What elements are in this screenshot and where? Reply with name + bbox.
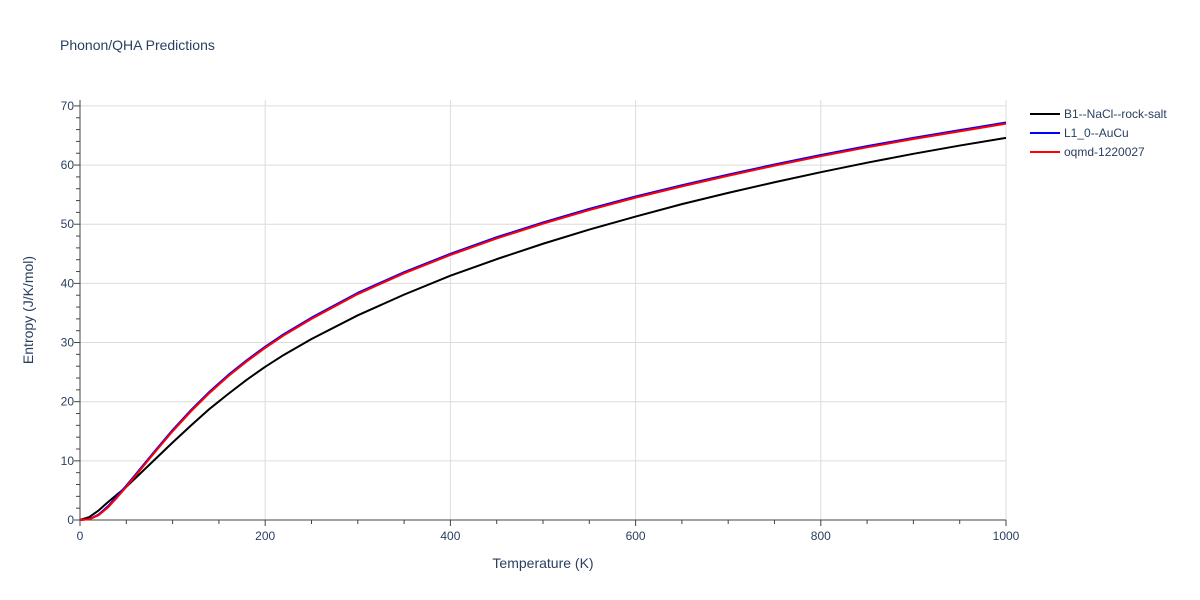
chart-title: Phonon/QHA Predictions — [60, 37, 215, 53]
y-tick-label: 60 — [61, 158, 75, 172]
legend-item[interactable]: oqmd-1220027 — [1030, 145, 1145, 159]
x-tick-label: 0 — [77, 529, 84, 543]
series-line-3 — [79, 122, 1007, 521]
y-tick-label: 40 — [61, 276, 75, 290]
y-tick-label: 70 — [61, 99, 75, 113]
legend[interactable]: B1--NaCl--rock-salt L1_0--AuCu oqmd-122002… — [1030, 107, 1167, 159]
y-tick-label: 20 — [61, 395, 75, 409]
legend-label: B1--NaCl--rock-salt — [1064, 107, 1167, 121]
x-tick-label: 400 — [440, 529, 460, 543]
x-tick-label: 200 — [255, 529, 275, 543]
minor-ticks — [74, 105, 1007, 526]
y-tick-label: 0 — [67, 513, 74, 527]
y-tick-labels: 0 10 20 30 40 50 60 70 — [61, 99, 75, 527]
y-tick-label: 10 — [61, 454, 75, 468]
y-tick-label: 30 — [61, 336, 75, 350]
x-tick-label: 800 — [811, 529, 831, 543]
x-tick-labels: 0 200 400 600 800 1000 — [77, 529, 1020, 543]
grid — [80, 100, 1007, 520]
x-tick-label: 1000 — [993, 529, 1020, 543]
y-axis-title: Entropy (J/K/mol) — [20, 256, 36, 364]
x-tick-label: 600 — [626, 529, 646, 543]
legend-item[interactable]: L1_0--AuCu — [1030, 126, 1129, 140]
series-lines — [79, 121, 1007, 521]
series-line-1 — [79, 136, 1007, 521]
x-axis-title: Temperature (K) — [492, 555, 593, 571]
y-tick-label: 50 — [61, 217, 75, 231]
legend-label: oqmd-1220027 — [1064, 145, 1145, 159]
legend-item[interactable]: B1--NaCl--rock-salt — [1030, 107, 1167, 121]
legend-label: L1_0--AuCu — [1064, 126, 1129, 140]
